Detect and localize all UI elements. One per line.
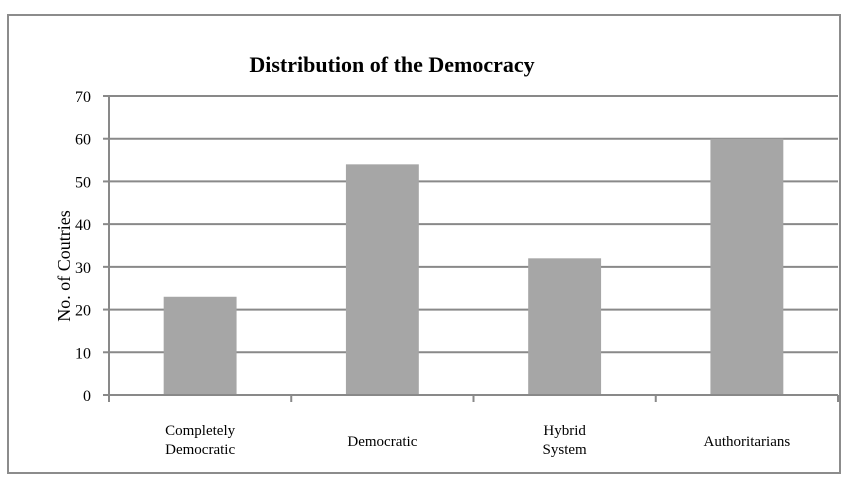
y-tick-label: 70 bbox=[75, 89, 91, 106]
bars bbox=[163, 138, 784, 395]
bar bbox=[163, 296, 237, 395]
y-axis-label: No. of Coutries bbox=[54, 210, 74, 322]
y-tick-label: 0 bbox=[83, 388, 91, 405]
bar bbox=[710, 138, 784, 395]
x-tick-label: Authoritarians bbox=[704, 434, 791, 450]
bar bbox=[345, 164, 419, 395]
axes bbox=[103, 95, 839, 402]
y-tick-label: 30 bbox=[75, 260, 91, 277]
x-tick-label: Hybrid System bbox=[543, 423, 588, 458]
y-tick-label: 40 bbox=[75, 217, 91, 234]
x-tick-label: Democratic bbox=[347, 434, 417, 450]
y-tick-label: 60 bbox=[75, 132, 91, 149]
x-tick-label: Completely Democratic bbox=[165, 423, 235, 458]
y-tick-label: 20 bbox=[75, 303, 91, 320]
y-tick-labels: 0 10 20 30 40 50 60 70 bbox=[75, 89, 91, 405]
x-tick-labels: Completely Democratic Democratic Hybrid Syst… bbox=[165, 423, 790, 458]
chart-border bbox=[7, 14, 841, 474]
bar bbox=[528, 258, 602, 395]
y-tick-label: 10 bbox=[75, 345, 91, 362]
y-tick-label: 50 bbox=[75, 174, 91, 191]
chart-title: Distribution of the Democracy bbox=[249, 52, 534, 77]
